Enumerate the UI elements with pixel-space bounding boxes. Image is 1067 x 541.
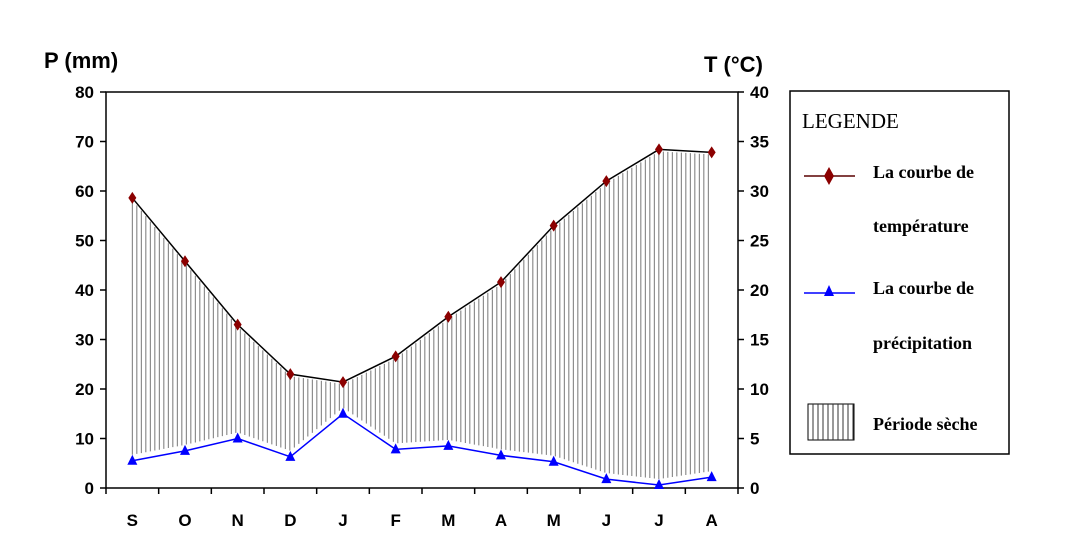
- y-right-tick-label: 20: [750, 281, 769, 300]
- x-tick-label: N: [232, 511, 244, 530]
- temperature-line: [131, 148, 712, 383]
- precipitation-point: [443, 439, 454, 450]
- x-tick-label: D: [284, 511, 296, 530]
- temperature-point: [181, 255, 189, 268]
- y-right-tick-label: 35: [750, 133, 769, 152]
- legend-frame: [789, 90, 1010, 455]
- y-left-tick-label: 20: [75, 380, 94, 399]
- legend-temperature-label-2: température: [873, 216, 969, 236]
- precipitation-series: [127, 407, 717, 490]
- legend-temperature-marker: [824, 167, 834, 185]
- x-tick-label: J: [338, 511, 347, 530]
- precipitation-line: [132, 412, 712, 486]
- precipitation-point: [180, 444, 190, 455]
- temperature-point: [707, 146, 716, 159]
- legend-precipitation-marker: [824, 285, 834, 296]
- legend-title: LEGENDE: [802, 109, 899, 133]
- y-right-tick-label: 25: [750, 232, 769, 251]
- legend-precipitation-label-1: La courbe de: [873, 278, 974, 298]
- precipitation-point: [127, 454, 138, 465]
- x-tick-label: M: [547, 511, 561, 530]
- y-right-tick-label: 40: [750, 83, 769, 102]
- precipitation-point: [601, 473, 612, 484]
- y-left-tick-label: 0: [85, 479, 94, 498]
- temperature-point: [286, 368, 295, 381]
- precipitation-point: [285, 450, 296, 461]
- y-left-tick-label: 10: [75, 430, 94, 449]
- y-left-tick-label: 70: [75, 133, 94, 152]
- temperature-point: [233, 318, 242, 331]
- precipitation-point: [548, 455, 559, 466]
- y-left-axis: 0 10 20 30 40 50 60 70 80: [75, 83, 106, 498]
- x-tick-label: J: [654, 511, 663, 530]
- precipitation-point: [232, 432, 243, 443]
- temperature-point: [444, 310, 453, 323]
- y-right-tick-label: 0: [750, 479, 759, 498]
- y-right-axis-title: T (°C): [704, 52, 763, 77]
- y-right-tick-label: 30: [750, 182, 769, 201]
- y-left-axis-title: P (mm): [44, 48, 118, 73]
- temperature-point: [128, 191, 137, 204]
- y-left-tick-label: 60: [75, 182, 94, 201]
- dry-period-hatching: [131, 151, 709, 480]
- precipitation-point: [706, 471, 717, 482]
- precipitation-point: [338, 407, 348, 418]
- legend-precipitation-label-2: précipitation: [873, 333, 972, 353]
- y-left-tick-label: 40: [75, 281, 94, 300]
- temperature-point: [655, 143, 663, 156]
- y-left-tick-label: 30: [75, 331, 94, 350]
- legend-temperature-label-1: La courbe de: [873, 162, 974, 182]
- y-right-axis: 0 5 10 15 20 25 30 35 40: [738, 83, 769, 498]
- temperature-point: [339, 376, 347, 389]
- y-left-tick-label: 80: [75, 83, 94, 102]
- precipitation-point: [390, 443, 401, 454]
- legend-swatch-frame: [807, 403, 855, 441]
- x-tick-label: J: [602, 511, 611, 530]
- x-tick-label: A: [495, 511, 507, 530]
- x-tick-label: A: [706, 511, 718, 530]
- temperature-point: [497, 276, 505, 289]
- legend-dry-period-label: Période sèche: [873, 414, 977, 434]
- precipitation-point: [654, 479, 664, 490]
- x-tick-label: F: [390, 511, 400, 530]
- precipitation-point: [496, 449, 506, 460]
- x-tick-label: O: [178, 511, 191, 530]
- x-tick-label: M: [441, 511, 455, 530]
- temperature-point: [549, 219, 558, 232]
- y-right-tick-label: 15: [750, 331, 769, 350]
- x-tick-label: S: [127, 511, 138, 530]
- y-right-tick-label: 5: [750, 430, 759, 449]
- y-left-tick-label: 50: [75, 232, 94, 251]
- legend-dry-period-swatch: [807, 403, 855, 441]
- temperature-point: [602, 175, 611, 188]
- temperature-series: [128, 143, 716, 389]
- legend: LEGENDE La courbe de température La cour…: [789, 90, 1010, 455]
- y-right-tick-label: 10: [750, 380, 769, 399]
- plot-area-frame: [105, 91, 739, 489]
- temperature-point: [391, 350, 400, 363]
